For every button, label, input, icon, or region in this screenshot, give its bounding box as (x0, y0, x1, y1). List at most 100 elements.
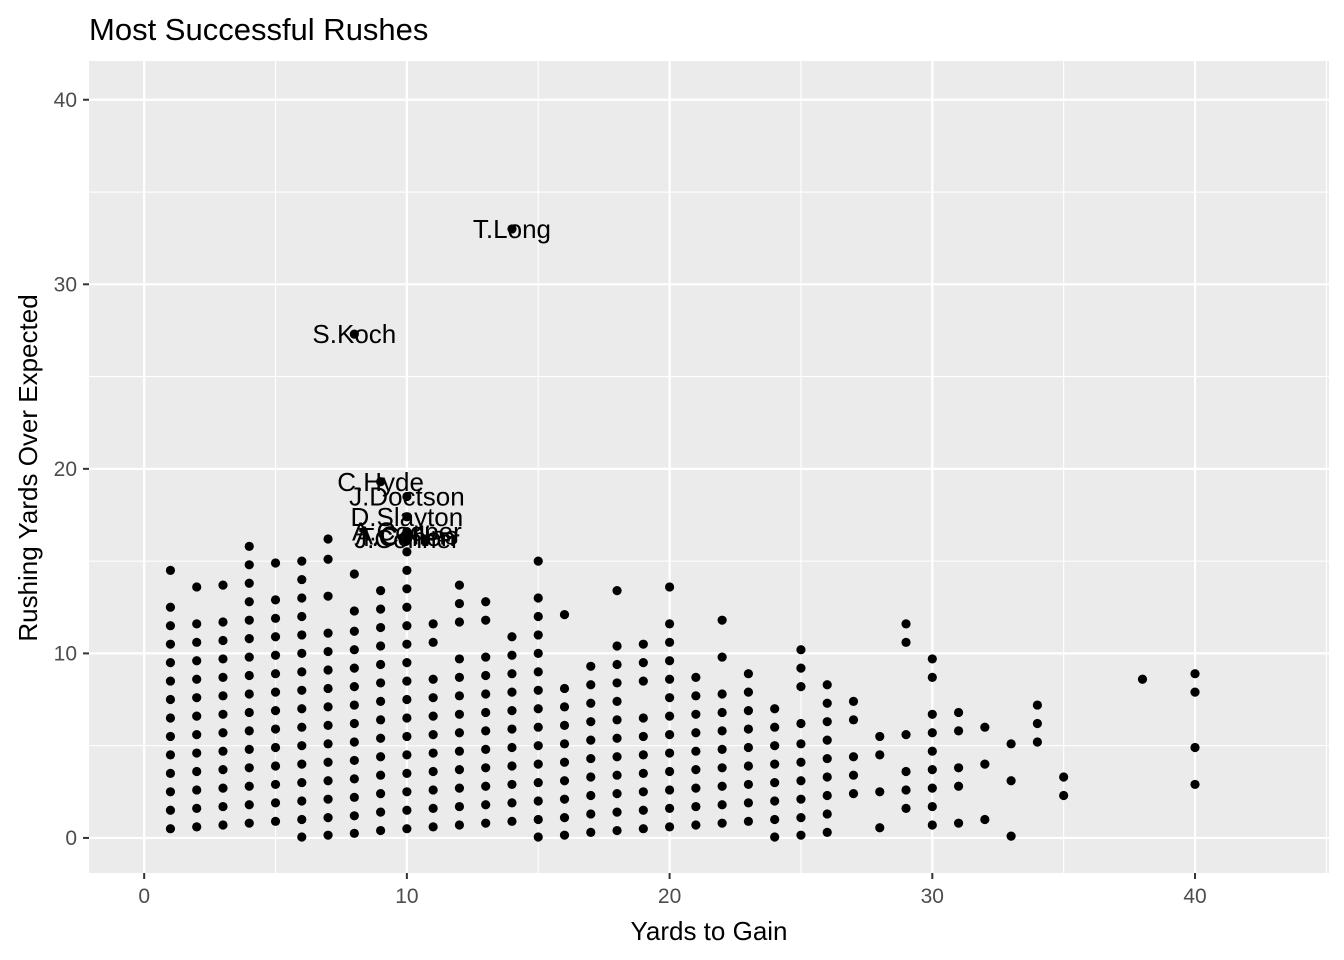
data-point (559, 610, 570, 620)
data-point (770, 796, 780, 806)
data-point (349, 682, 359, 692)
data-point (218, 672, 228, 682)
data-point (165, 713, 176, 723)
data-point (481, 670, 491, 681)
data-point (428, 803, 438, 814)
data-point (376, 789, 386, 799)
data-point (953, 726, 964, 736)
data-point (297, 648, 307, 658)
data-point (612, 678, 622, 688)
data-point (691, 820, 701, 830)
data-point (586, 735, 596, 745)
data-point (192, 729, 202, 740)
data-point (244, 763, 254, 773)
data-point (533, 556, 543, 566)
data-point (270, 669, 281, 679)
data-point (691, 672, 701, 682)
data-point (533, 814, 543, 825)
data-point (244, 726, 254, 736)
data-point (1006, 831, 1016, 841)
data-point (218, 709, 228, 719)
data-point (349, 626, 359, 636)
data-point (323, 534, 333, 544)
plot-panel (89, 61, 1329, 873)
data-point (349, 774, 359, 784)
data-point (743, 779, 754, 790)
data-point (1006, 739, 1016, 749)
y-tick-label: 10 (54, 642, 77, 665)
data-point (244, 578, 254, 588)
data-point (297, 832, 307, 842)
data-point (481, 744, 491, 754)
data-point (848, 696, 859, 706)
data-point (875, 823, 885, 833)
data-point (691, 783, 701, 793)
data-point (481, 615, 491, 625)
data-point (848, 752, 859, 762)
y-tick-label: 0 (65, 827, 77, 850)
data-point (297, 630, 307, 640)
data-point (481, 818, 491, 828)
data-point (165, 676, 176, 686)
data-point (1137, 674, 1148, 684)
data-point (691, 746, 701, 756)
data-point (323, 757, 333, 767)
data-point (664, 582, 675, 592)
data-point (218, 801, 228, 812)
data-point (349, 663, 359, 673)
data-point (192, 822, 202, 832)
data-point (244, 744, 254, 754)
data-point (717, 781, 727, 791)
point-label: S.Koch (312, 319, 396, 349)
data-point (822, 680, 832, 690)
data-point (192, 674, 202, 684)
data-point (218, 580, 228, 590)
data-point (927, 709, 937, 719)
data-point (770, 777, 780, 788)
data-point (559, 813, 570, 823)
data-point (428, 619, 438, 629)
data-point (376, 622, 386, 633)
data-point (481, 689, 491, 699)
data-point (533, 630, 543, 640)
data-point (270, 761, 281, 771)
data-point (953, 707, 964, 718)
data-point (349, 569, 359, 579)
data-point (664, 711, 675, 721)
data-point (638, 639, 648, 649)
data-point (822, 772, 832, 782)
data-point (533, 593, 543, 603)
data-point (349, 737, 359, 747)
data-point (297, 685, 307, 695)
data-point (507, 724, 517, 734)
data-point (192, 693, 202, 703)
data-point (376, 770, 386, 780)
data-point (586, 680, 596, 690)
data-point (192, 582, 202, 592)
data-point (927, 654, 937, 664)
data-point (822, 735, 832, 745)
data-point (822, 790, 832, 801)
data-point (638, 768, 648, 778)
data-point (664, 785, 675, 795)
data-point (691, 801, 701, 812)
data-point (454, 801, 465, 812)
data-point (612, 715, 622, 725)
data-point (691, 709, 701, 719)
data-point (454, 691, 465, 701)
data-point (638, 713, 648, 723)
data-point (323, 683, 333, 694)
point-label: J.Doctson (349, 482, 465, 512)
data-point (770, 759, 780, 769)
data-point (927, 746, 937, 756)
data-point (323, 720, 333, 730)
data-point (533, 832, 543, 842)
data-point (297, 611, 307, 622)
point-label: T.Cohen (358, 522, 455, 552)
data-point (612, 789, 622, 799)
data-point (743, 687, 754, 697)
data-point (244, 597, 254, 607)
data-point (297, 704, 307, 714)
labeled-data-point (402, 534, 412, 544)
data-point (297, 667, 307, 677)
